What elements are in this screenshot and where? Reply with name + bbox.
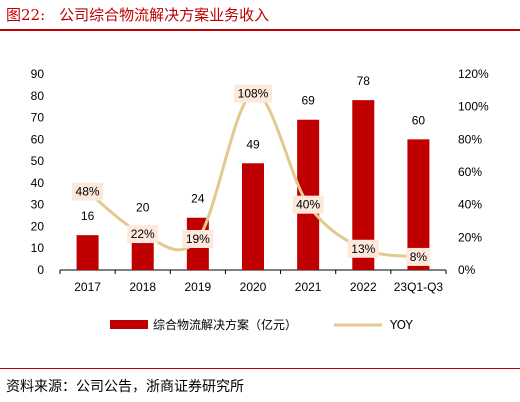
yoy-label-box (347, 239, 379, 258)
bar-value-label: 24 (191, 192, 205, 206)
x-tick-label: 2020 (240, 280, 267, 294)
y-right-tick-label: 60% (458, 165, 482, 179)
bar-series (76, 100, 430, 270)
bottom-rule (0, 368, 520, 369)
figure-number: 图22: (6, 6, 46, 24)
bar-value-label: 16 (81, 209, 95, 223)
y-right-tick-label: 0% (458, 263, 476, 277)
bar-value-label: 49 (246, 137, 260, 151)
x-tick-label: 2019 (185, 280, 212, 294)
yoy-label-box (182, 229, 214, 248)
x-tick-label: 2022 (350, 280, 377, 294)
yoy-label-text: 22% (131, 227, 155, 241)
y-right-tick-label: 100% (458, 100, 489, 114)
bar-value-label: 78 (357, 74, 371, 88)
y-left-tick-label: 40 (31, 176, 45, 190)
y-left-tick-label: 50 (31, 154, 45, 168)
legend-bar-swatch (110, 320, 148, 329)
y-right-tick-label: 80% (458, 132, 482, 146)
yoy-label: 40% (292, 195, 324, 214)
yoy-label-text: 48% (76, 185, 100, 199)
x-tick-label: 2018 (129, 280, 156, 294)
bar (297, 119, 320, 270)
y-left-tick-label: 30 (31, 198, 45, 212)
yoy-label-text: 108% (238, 87, 269, 101)
title-rule (0, 29, 520, 31)
chart-legend: 综合物流解决方案（亿元） YOY (110, 317, 413, 332)
y-right-tick-label: 120% (458, 67, 489, 81)
bar (407, 139, 430, 270)
figure-title: 图22: 公司综合物流解决方案业务收入 (6, 4, 269, 25)
revenue-chart: 2017 2018 2019 2020 2021 2022 23Q1-Q3 0 10 20 30 40… (31, 67, 489, 332)
y-right-tick-label: 40% (458, 198, 482, 212)
yoy-label-text: 13% (351, 242, 375, 256)
bar (76, 235, 99, 270)
yoy-label: 22% (127, 225, 159, 244)
chart-axes: 2017 2018 2019 2020 2021 2022 23Q1-Q3 0 10 20 30 40… (31, 67, 489, 294)
yoy-label: 48% (72, 182, 104, 201)
yoy-label: 19% (182, 229, 214, 248)
x-tick-label: 2017 (74, 280, 101, 294)
yoy-label-box (72, 182, 104, 201)
legend-line-label: YOY (389, 318, 413, 332)
yoy-label-box (406, 247, 431, 266)
y-left-tick-label: 90 (31, 67, 45, 81)
x-tick-label: 23Q1-Q3 (394, 280, 444, 294)
yoy-label-text: 8% (410, 250, 428, 264)
yoy-label: 108% (234, 84, 272, 103)
y-left-tick-label: 60 (31, 132, 45, 146)
bar-value-label: 20 (136, 200, 150, 214)
legend-bar-label: 综合物流解决方案（亿元） (153, 317, 297, 332)
bar-value-label: 69 (301, 94, 315, 108)
yoy-label-text: 40% (296, 198, 320, 212)
yoy-label-box (234, 84, 272, 103)
y-left-tick-label: 10 (31, 241, 45, 255)
y-left-tick-label: 20 (31, 219, 45, 233)
y-left-tick-label: 0 (37, 263, 44, 277)
source-note: 资料来源：公司公告，浙商证券研究所 (6, 379, 244, 395)
bar (242, 163, 264, 270)
yoy-label-box (292, 195, 324, 214)
bar-value-label: 60 (412, 113, 426, 127)
yoy-label: 13% (347, 239, 379, 258)
yoy-label-box (127, 225, 159, 244)
data-labels: 16 20 24 49 69 78 60 48% 22% 19% 108% 40% 13% 8% (72, 74, 431, 266)
y-right-tick-label: 20% (458, 230, 482, 244)
figure-title-text: 公司综合物流解决方案业务收入 (59, 6, 270, 24)
x-tick-label: 2021 (295, 280, 322, 294)
yoy-label: 8% (406, 247, 431, 266)
y-left-tick-label: 80 (31, 89, 45, 103)
bar (352, 100, 375, 270)
y-left-tick-label: 70 (31, 111, 45, 125)
yoy-label-text: 19% (186, 232, 210, 246)
